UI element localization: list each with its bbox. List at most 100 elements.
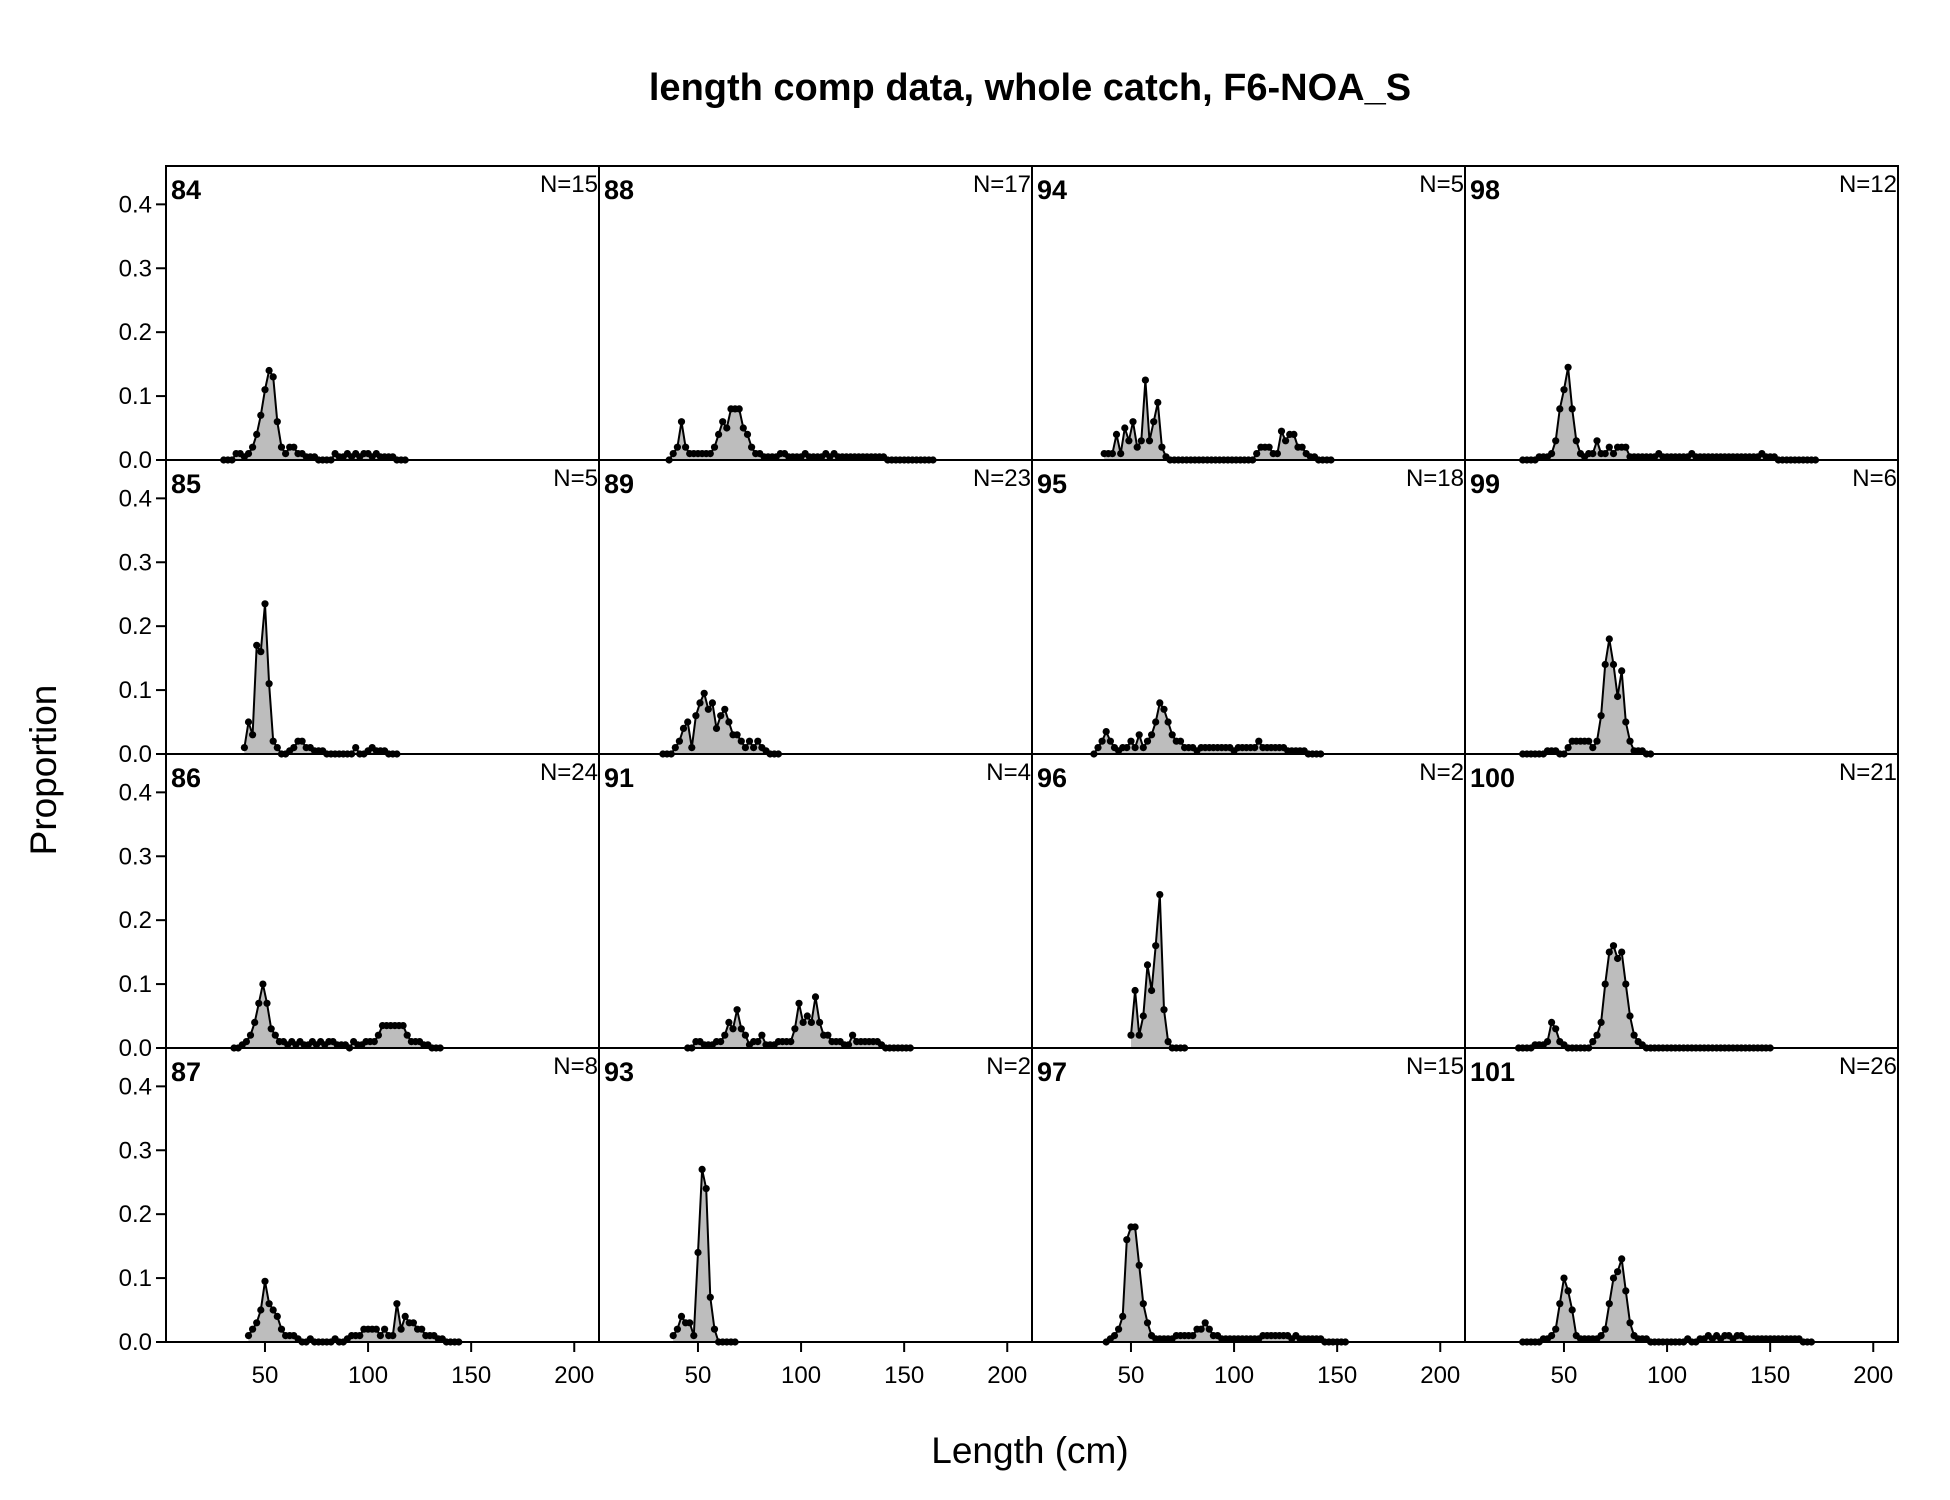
data-point (1618, 1255, 1626, 1263)
data-point (694, 1248, 702, 1257)
panel-n-label: N=17 (973, 171, 1031, 198)
data-point (725, 718, 733, 726)
data-point (1164, 718, 1172, 726)
data-point (1127, 737, 1135, 745)
data-point (698, 1165, 706, 1173)
data-point (1543, 1038, 1552, 1046)
data-point (1564, 363, 1572, 371)
area-fill-98 (1522, 367, 1816, 460)
panel-year-label: 95 (1037, 469, 1067, 499)
y-tick-label: 0.4 (119, 191, 152, 218)
data-point (1589, 450, 1597, 458)
data-point (261, 1277, 269, 1285)
data-point (1597, 712, 1605, 720)
data-point (244, 718, 253, 726)
area-fill-93 (673, 1169, 736, 1342)
data-point (1589, 1038, 1597, 1046)
data-point (706, 1293, 714, 1301)
data-point (290, 744, 298, 752)
data-point (1622, 443, 1630, 451)
data-point (849, 1031, 857, 1039)
data-point (1123, 1236, 1131, 1244)
data-point (418, 1325, 426, 1333)
panel-frame (165, 459, 600, 755)
data-point (700, 689, 708, 697)
data-point (253, 430, 261, 438)
data-point (1125, 437, 1133, 445)
data-point (787, 1038, 795, 1046)
x-tick-label: 150 (451, 1362, 491, 1389)
data-point (1614, 954, 1622, 963)
panel-n-label: N=18 (1406, 465, 1464, 492)
panel-101: 101 N=26 (1464, 1047, 1899, 1346)
data-point (725, 1018, 733, 1026)
data-point (807, 1018, 815, 1026)
data-point (679, 724, 688, 732)
data-point (1127, 1031, 1135, 1039)
panel-year-label: 96 (1037, 763, 1067, 793)
data-point (1102, 728, 1110, 736)
chart-title: length comp data, whole catch, F6-NOA_S (649, 67, 1411, 109)
data-point (1630, 1031, 1638, 1039)
data-point (1108, 450, 1116, 458)
data-point (393, 1300, 401, 1308)
data-point (1133, 443, 1141, 451)
data-point (1112, 430, 1121, 438)
data-point (1282, 437, 1290, 445)
data-point (253, 641, 261, 649)
data-point (754, 737, 762, 745)
data-point (1614, 1268, 1622, 1276)
data-point (261, 386, 269, 394)
panel-n-label: N=21 (1839, 759, 1897, 786)
data-point (1564, 744, 1572, 752)
data-point (372, 1325, 380, 1333)
panel-89: 89 N=23 (598, 459, 1033, 758)
data-point (282, 450, 290, 458)
data-point (673, 443, 681, 451)
panel-98: 98 N=12 (1464, 165, 1899, 464)
data-point (816, 1018, 824, 1026)
panel-85: 85 N=5 (165, 459, 600, 758)
data-point (1160, 705, 1168, 713)
data-point (729, 1025, 737, 1033)
y-tick-label: 0.3 (119, 843, 152, 870)
data-point (257, 411, 265, 419)
y-tick-label: 0.2 (119, 1201, 152, 1228)
data-point (677, 1312, 686, 1320)
data-point (1154, 398, 1162, 407)
data-point (1601, 1325, 1609, 1333)
data-point (277, 1325, 286, 1333)
data-point (1156, 891, 1164, 899)
data-point (255, 999, 263, 1007)
data-point (1135, 731, 1143, 739)
panel-frame (1031, 165, 1466, 461)
panel-n-label: N=2 (986, 1053, 1031, 1080)
data-point (253, 1319, 261, 1327)
x-tick-label: 200 (987, 1362, 1027, 1389)
data-point (710, 1325, 719, 1333)
data-point (265, 680, 273, 688)
data-point (1618, 667, 1626, 675)
data-point (748, 443, 756, 451)
data-point (257, 648, 265, 656)
x-tick-label: 200 (554, 1362, 594, 1389)
data-point (1143, 1319, 1152, 1327)
panel-year-label: 84 (171, 175, 201, 205)
panel-year-label: 98 (1470, 175, 1500, 205)
data-point (671, 744, 679, 752)
data-point (1568, 1306, 1576, 1314)
panel-n-label: N=15 (1406, 1053, 1464, 1080)
panel-frame (1464, 753, 1899, 1049)
data-point (717, 1038, 725, 1046)
y-tick-label: 0.4 (119, 485, 152, 512)
data-point (1298, 443, 1306, 451)
data-point (733, 731, 741, 739)
data-point (717, 712, 725, 720)
x-tick-label: 50 (252, 1362, 279, 1389)
data-point (743, 430, 752, 438)
panel-year-label: 86 (171, 763, 201, 793)
data-point (1548, 1018, 1556, 1026)
data-point (1205, 1325, 1213, 1333)
data-point (1255, 737, 1263, 745)
data-point (298, 737, 306, 745)
